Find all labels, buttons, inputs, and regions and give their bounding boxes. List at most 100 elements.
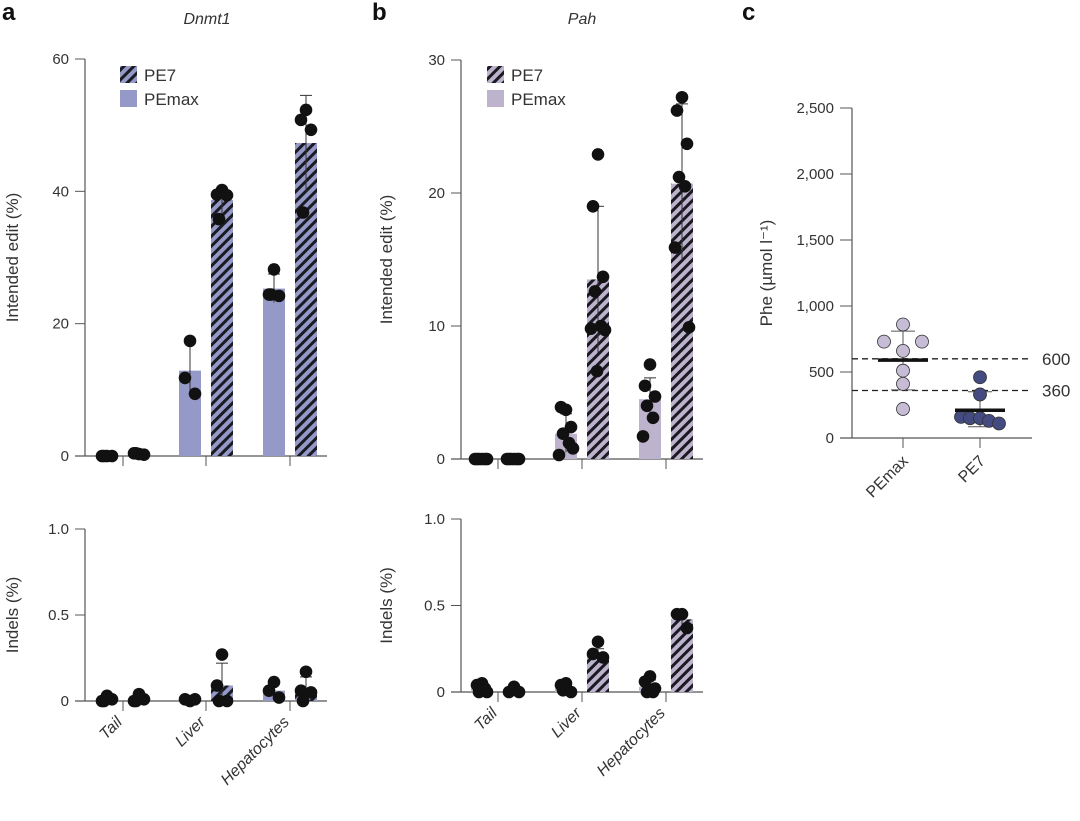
data-point <box>896 402 910 416</box>
p2-y-tick-label: 20 <box>428 185 445 202</box>
data-point <box>188 387 202 401</box>
data-point <box>896 363 910 378</box>
data-point <box>678 180 692 193</box>
data-point <box>212 694 226 708</box>
data-point <box>915 334 929 349</box>
p2-y-tick-label: 30 <box>428 52 445 69</box>
data-point <box>264 288 278 301</box>
legend-swatch-pemax <box>120 90 137 107</box>
reference-label-360: 360 <box>1042 381 1070 400</box>
data-point <box>556 683 570 697</box>
p1-y-tick-label: 1.0 <box>48 521 69 538</box>
data-point <box>596 651 610 664</box>
data-point <box>304 686 318 699</box>
legend-label-pe7: PE7 <box>144 66 176 85</box>
data-point <box>478 452 492 466</box>
data-point <box>478 682 492 695</box>
data-point <box>97 694 111 708</box>
data-point <box>640 399 654 413</box>
data-point <box>588 285 602 298</box>
c-y-tick-label: 1,500 <box>796 232 834 249</box>
data-point <box>646 411 660 425</box>
data-point <box>296 694 310 708</box>
legend-label-pe7: PE7 <box>511 66 543 85</box>
data-point <box>510 452 524 466</box>
data-point <box>877 334 891 349</box>
data-point <box>299 103 313 117</box>
data-point <box>552 448 566 462</box>
data-point <box>896 317 910 332</box>
data-point <box>294 113 308 127</box>
panel-label-c: c <box>742 0 755 26</box>
p0-y-tick-label: 40 <box>52 183 69 200</box>
data-point <box>183 334 197 348</box>
data-point <box>973 370 987 385</box>
data-point <box>178 371 192 385</box>
data-point <box>668 241 682 254</box>
data-point <box>188 692 202 706</box>
bar-pe7 <box>295 143 317 456</box>
data-point <box>129 447 143 460</box>
legend-label-pemax: PEmax <box>144 90 199 109</box>
category-label-pemax: PEmax <box>863 453 911 501</box>
data-point <box>220 189 234 202</box>
data-point <box>272 691 286 704</box>
data-point <box>598 323 612 337</box>
data-point <box>210 188 224 201</box>
data-point <box>129 694 143 708</box>
p1-y-tick-label: 0 <box>61 693 69 710</box>
p0-y-axis-label: Intended edit (%) <box>3 193 22 322</box>
data-point <box>973 387 987 402</box>
c-y-tick-label: 1,000 <box>796 298 834 315</box>
data-point <box>262 684 276 697</box>
data-point <box>636 430 650 443</box>
p3-y-tick-label: 1.0 <box>424 511 445 528</box>
data-point <box>502 685 516 699</box>
p3-y-tick-label: 0 <box>437 684 445 701</box>
legend-label-pemax: PEmax <box>511 90 566 109</box>
legend-swatch-pe7 <box>487 66 504 83</box>
data-point <box>512 685 526 699</box>
data-point <box>299 665 313 679</box>
data-point <box>468 452 482 466</box>
p2-y-tick-label: 10 <box>428 318 445 335</box>
bar-pe7 <box>211 199 233 456</box>
data-point <box>178 692 192 706</box>
data-point <box>675 90 689 104</box>
c-y-tick-label: 2,500 <box>796 100 834 117</box>
title-dnmt1: Dnmt1 <box>183 11 230 28</box>
p0-y-tick-label: 20 <box>52 316 69 333</box>
data-point <box>215 648 229 661</box>
data-point <box>212 212 226 226</box>
category-label-tail: Tail <box>97 713 127 743</box>
p0-y-tick-label: 60 <box>52 51 69 68</box>
data-point <box>554 400 568 414</box>
category-label-pe7: PE7 <box>955 453 988 486</box>
data-point <box>304 123 318 137</box>
data-point <box>210 679 224 692</box>
bar-pemax <box>263 288 285 456</box>
data-point <box>992 416 1006 431</box>
data-point <box>556 427 570 441</box>
title-pah: Pah <box>568 11 597 28</box>
data-point <box>296 206 310 219</box>
c-y-tick-label: 500 <box>809 364 834 381</box>
data-point <box>267 263 281 276</box>
data-point <box>670 607 684 621</box>
c-y-tick-label: 0 <box>826 430 834 447</box>
bar-pe7 <box>671 619 693 692</box>
data-point <box>646 685 660 699</box>
c-y-tick-label: 2,000 <box>796 166 834 183</box>
data-point <box>682 321 696 334</box>
data-point <box>591 148 605 161</box>
data-point <box>586 200 600 213</box>
category-label-hepatocytes: Hepatocytes <box>218 714 293 789</box>
data-point <box>643 358 657 371</box>
data-point <box>97 449 111 463</box>
data-point <box>294 684 308 697</box>
p2-y-axis-label: Intended edit (%) <box>377 195 396 324</box>
category-label-tail: Tail <box>472 704 502 734</box>
category-label-liver: Liver <box>172 713 209 750</box>
data-point <box>586 647 600 661</box>
data-point <box>638 675 652 688</box>
